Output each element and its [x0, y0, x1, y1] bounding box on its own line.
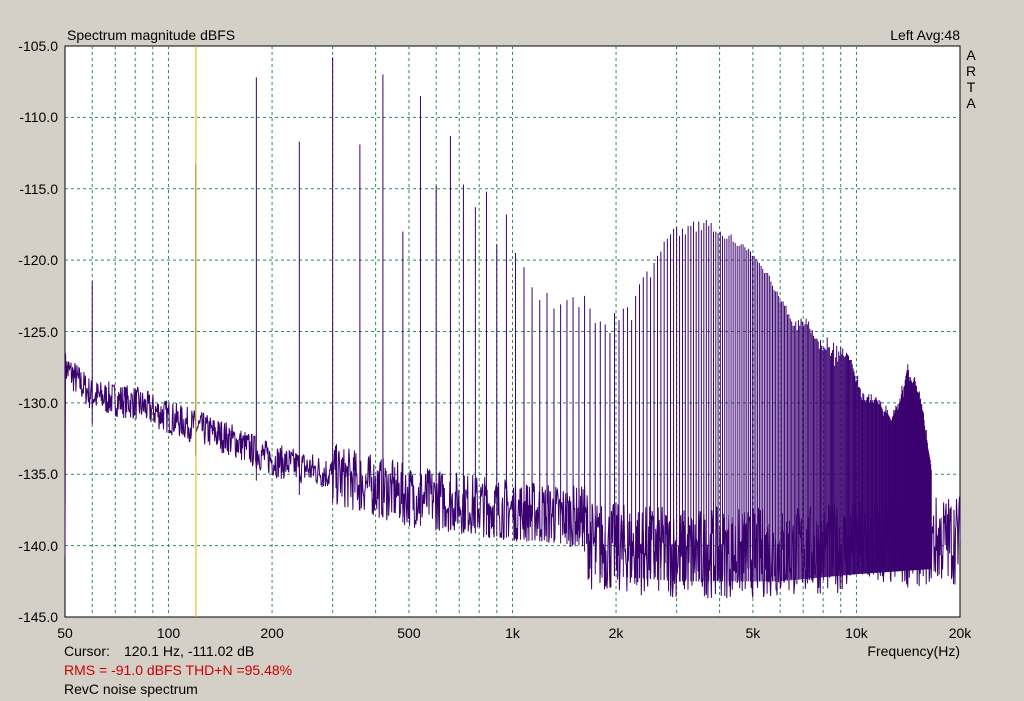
x-tick-label: 10k [845, 625, 868, 641]
cursor-readout: 120.1 Hz, -111.02 dB [124, 643, 255, 659]
channel-average-label: Left Avg:48 [890, 27, 960, 43]
y-tick-label: -140.0 [18, 537, 58, 554]
y-tick-label: -120.0 [18, 252, 58, 269]
cursor-label: Cursor: [64, 643, 110, 659]
x-axis-title: Frequency(Hz) [867, 643, 960, 659]
rms-thd-readout: RMS = -91.0 dBFS THD+N =95.48% [64, 662, 293, 678]
x-tick-label: 1k [505, 625, 520, 641]
x-tick-label: 20k [948, 625, 972, 641]
y-tick-label: -115.0 [19, 180, 58, 197]
brand-letter: R [966, 63, 977, 79]
x-tick-label: 5k [745, 625, 761, 641]
y-tick-label: -110.0 [19, 109, 58, 126]
brand-letter: A [966, 47, 976, 63]
x-tick-label: 500 [397, 625, 421, 641]
y-tick-label: -125.0 [18, 323, 58, 340]
y-tick-label: -135.0 [18, 466, 58, 483]
brand-letter: T [966, 79, 976, 95]
y-tick-label: -105.0 [18, 38, 58, 54]
y-tick-label: -130.0 [18, 394, 58, 411]
chart-title: Spectrum magnitude dBFS [67, 27, 236, 43]
spectrum-caption: RevC noise spectrum [64, 681, 198, 697]
y-tick-label: -145.0 [18, 609, 58, 625]
x-tick-label: 200 [260, 625, 284, 641]
brand-letter: A [966, 95, 976, 111]
x-tick-label: 100 [156, 625, 181, 641]
x-tick-label: 50 [57, 625, 73, 641]
harmonic-peaks [91, 57, 932, 582]
x-tick-label: 2k [608, 625, 624, 641]
